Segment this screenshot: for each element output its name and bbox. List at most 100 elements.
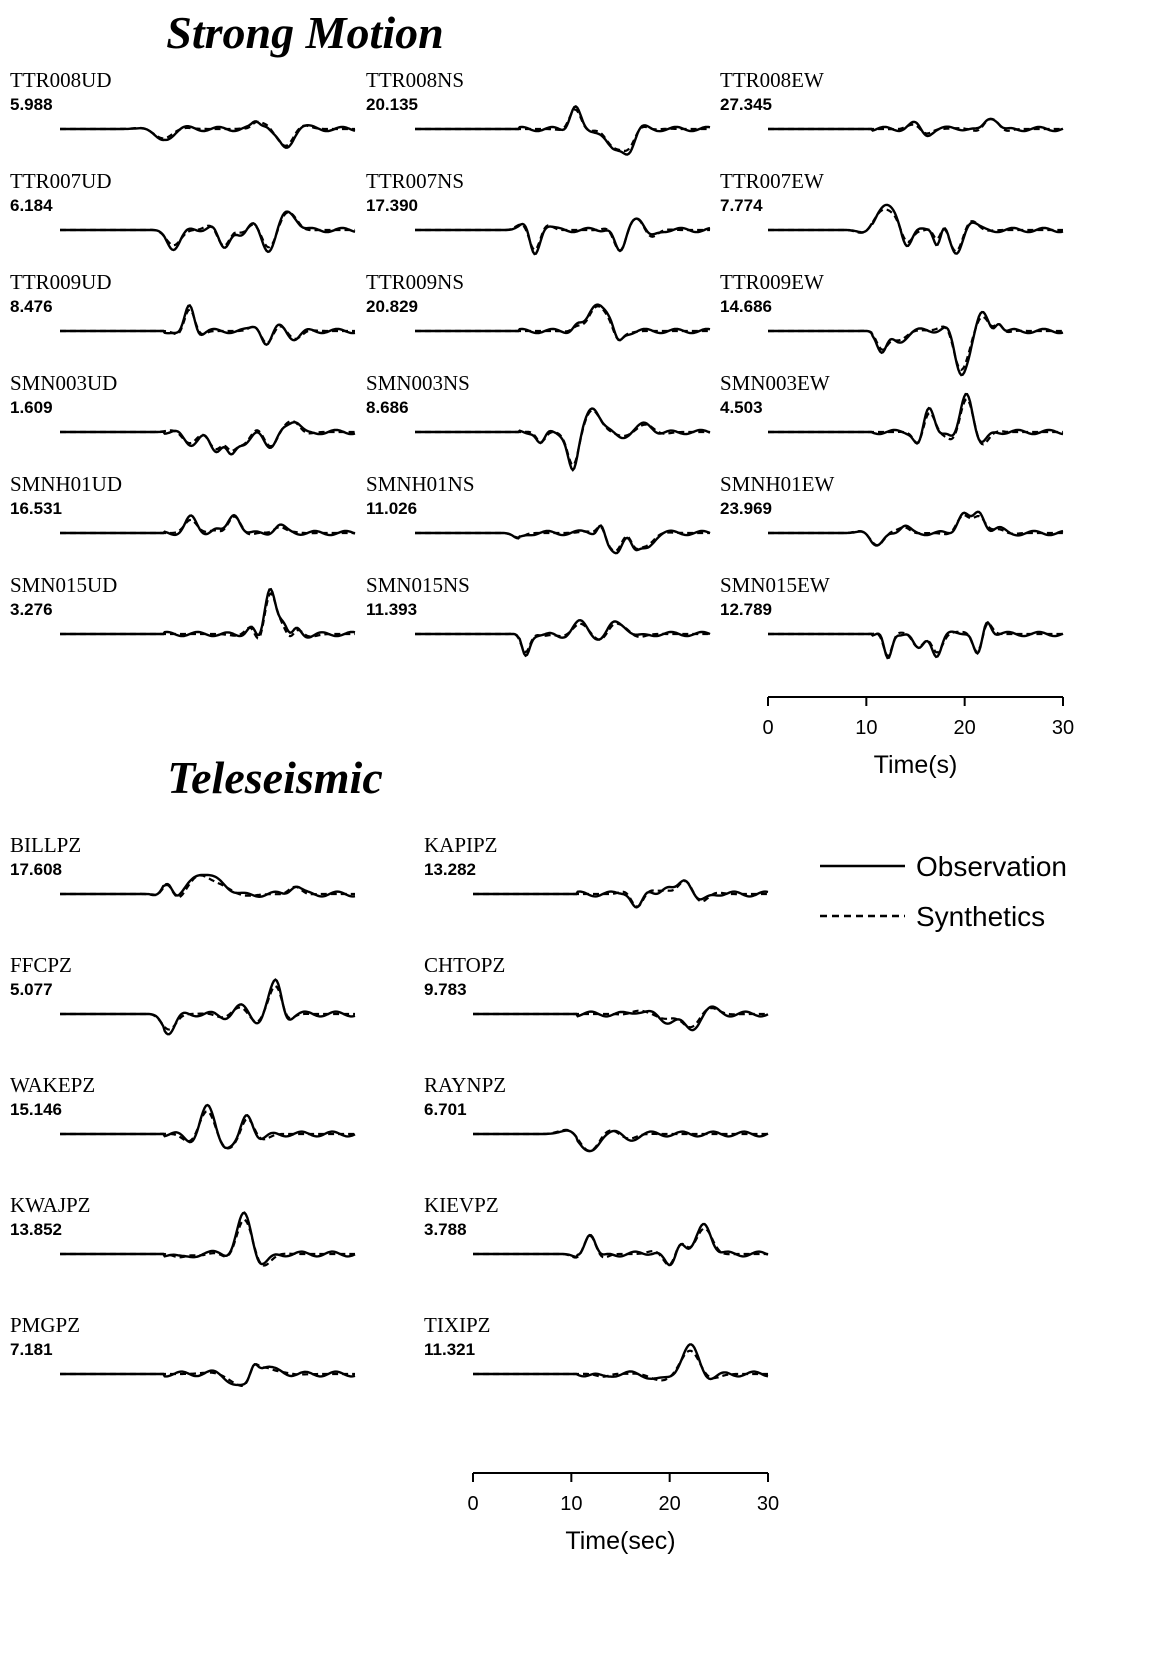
station-name: SMN003NS — [366, 371, 470, 395]
station-amplitude: 15.146 — [10, 1100, 62, 1119]
station-amplitude: 5.988 — [10, 95, 53, 114]
observed-trace — [60, 978, 356, 1036]
synthetic-trace — [768, 622, 1063, 658]
observed-trace — [473, 1343, 769, 1381]
station-name: TTR008NS — [366, 68, 464, 92]
observed-trace — [60, 210, 356, 254]
tick-label: 30 — [1052, 717, 1074, 739]
axis-label: Time(s) — [874, 751, 958, 779]
synthetic-trace — [60, 984, 355, 1031]
observed-trace — [60, 420, 356, 456]
station-name: TTR007EW — [720, 169, 824, 193]
observed-trace — [60, 1211, 356, 1266]
station-name: PMGPZ — [10, 1313, 80, 1337]
station-name: WAKEPZ — [10, 1073, 95, 1097]
station-amplitude: 5.077 — [10, 980, 53, 999]
station-amplitude: 17.390 — [366, 196, 418, 215]
station-name: SMNH01UD — [10, 472, 122, 496]
station-amplitude: 11.026 — [366, 499, 417, 518]
observed-trace — [415, 524, 711, 555]
station-name: CHTOPZ — [424, 953, 505, 977]
observed-trace — [473, 1005, 769, 1032]
observed-trace — [473, 1129, 769, 1153]
tick-label: 0 — [762, 717, 773, 739]
station-name: SMN015NS — [366, 573, 470, 597]
station-amplitude: 23.969 — [720, 499, 772, 518]
synthetic-trace — [415, 108, 710, 153]
tick-label: 20 — [954, 717, 976, 739]
station-name: TTR009UD — [10, 270, 112, 294]
station-name: KAPIPZ — [424, 833, 498, 857]
observed-trace — [415, 618, 711, 658]
station-amplitude: 20.135 — [366, 95, 418, 114]
station-name: FFCPZ — [10, 953, 72, 977]
station-amplitude: 7.774 — [720, 196, 763, 215]
station-name: SMN015EW — [720, 573, 830, 597]
observed-trace — [768, 510, 1064, 547]
station-name: RAYNPZ — [424, 1073, 506, 1097]
observed-trace — [473, 1222, 769, 1267]
station-amplitude: 27.345 — [720, 95, 772, 114]
section-title: Strong Motion — [166, 7, 443, 58]
observed-trace — [768, 310, 1064, 377]
observed-trace — [60, 303, 356, 347]
station-amplitude: 17.608 — [10, 860, 62, 879]
observed-trace — [60, 587, 356, 639]
station-amplitude: 20.829 — [366, 297, 418, 316]
station-name: TTR009NS — [366, 270, 464, 294]
tick-label: 20 — [659, 1493, 681, 1515]
synthetic-trace — [60, 592, 355, 640]
observed-trace — [768, 117, 1064, 138]
station-name: SMNH01EW — [720, 472, 835, 496]
station-name: SMN003UD — [10, 371, 117, 395]
station-name: SMNH01NS — [366, 472, 475, 496]
station-name: TTR009EW — [720, 270, 824, 294]
station-amplitude: 3.788 — [424, 1220, 467, 1239]
station-name: BILLPZ — [10, 833, 81, 857]
station-amplitude: 14.686 — [720, 297, 772, 316]
station-name: KWAJPZ — [10, 1193, 91, 1217]
observed-trace — [60, 873, 356, 899]
station-amplitude: 7.181 — [10, 1340, 53, 1359]
station-amplitude: 8.476 — [10, 297, 53, 316]
observed-trace — [60, 1103, 356, 1150]
synthetic-trace — [415, 525, 710, 552]
station-amplitude: 12.789 — [720, 600, 772, 619]
tick-label: 10 — [560, 1493, 582, 1515]
synthetic-trace — [60, 419, 355, 452]
station-amplitude: 11.393 — [366, 600, 417, 619]
synthetic-trace — [415, 305, 710, 342]
tick-label: 30 — [757, 1493, 779, 1515]
synthetic-trace — [60, 308, 355, 345]
legend-label: Observation — [916, 851, 1067, 882]
synthetic-trace — [768, 397, 1063, 446]
station-name: TTR007UD — [10, 169, 112, 193]
observed-trace — [60, 120, 356, 149]
observed-trace — [60, 513, 356, 537]
observed-trace — [415, 303, 711, 342]
legend-label: Synthetics — [916, 901, 1045, 932]
station-amplitude: 13.852 — [10, 1220, 62, 1239]
station-amplitude: 6.184 — [10, 196, 53, 215]
synthetic-trace — [60, 874, 355, 899]
observed-trace — [415, 217, 711, 256]
station-name: TTR008UD — [10, 68, 112, 92]
synthetic-trace — [768, 514, 1063, 547]
station-name: TIXIPZ — [424, 1313, 491, 1337]
observed-trace — [415, 104, 711, 156]
observed-trace — [415, 407, 711, 472]
station-amplitude: 3.276 — [10, 600, 53, 619]
synthetic-trace — [60, 1110, 355, 1150]
observed-trace — [768, 203, 1064, 255]
tick-label: 10 — [855, 717, 877, 739]
observed-trace — [768, 620, 1064, 660]
station-amplitude: 8.686 — [366, 398, 409, 417]
station-amplitude: 13.282 — [424, 860, 476, 879]
synthetic-trace — [60, 1218, 355, 1267]
synthetic-trace — [415, 217, 710, 252]
station-name: TTR008EW — [720, 68, 824, 92]
station-amplitude: 6.701 — [424, 1100, 467, 1119]
section-title: Teleseismic — [167, 752, 382, 803]
station-name: TTR007NS — [366, 169, 464, 193]
